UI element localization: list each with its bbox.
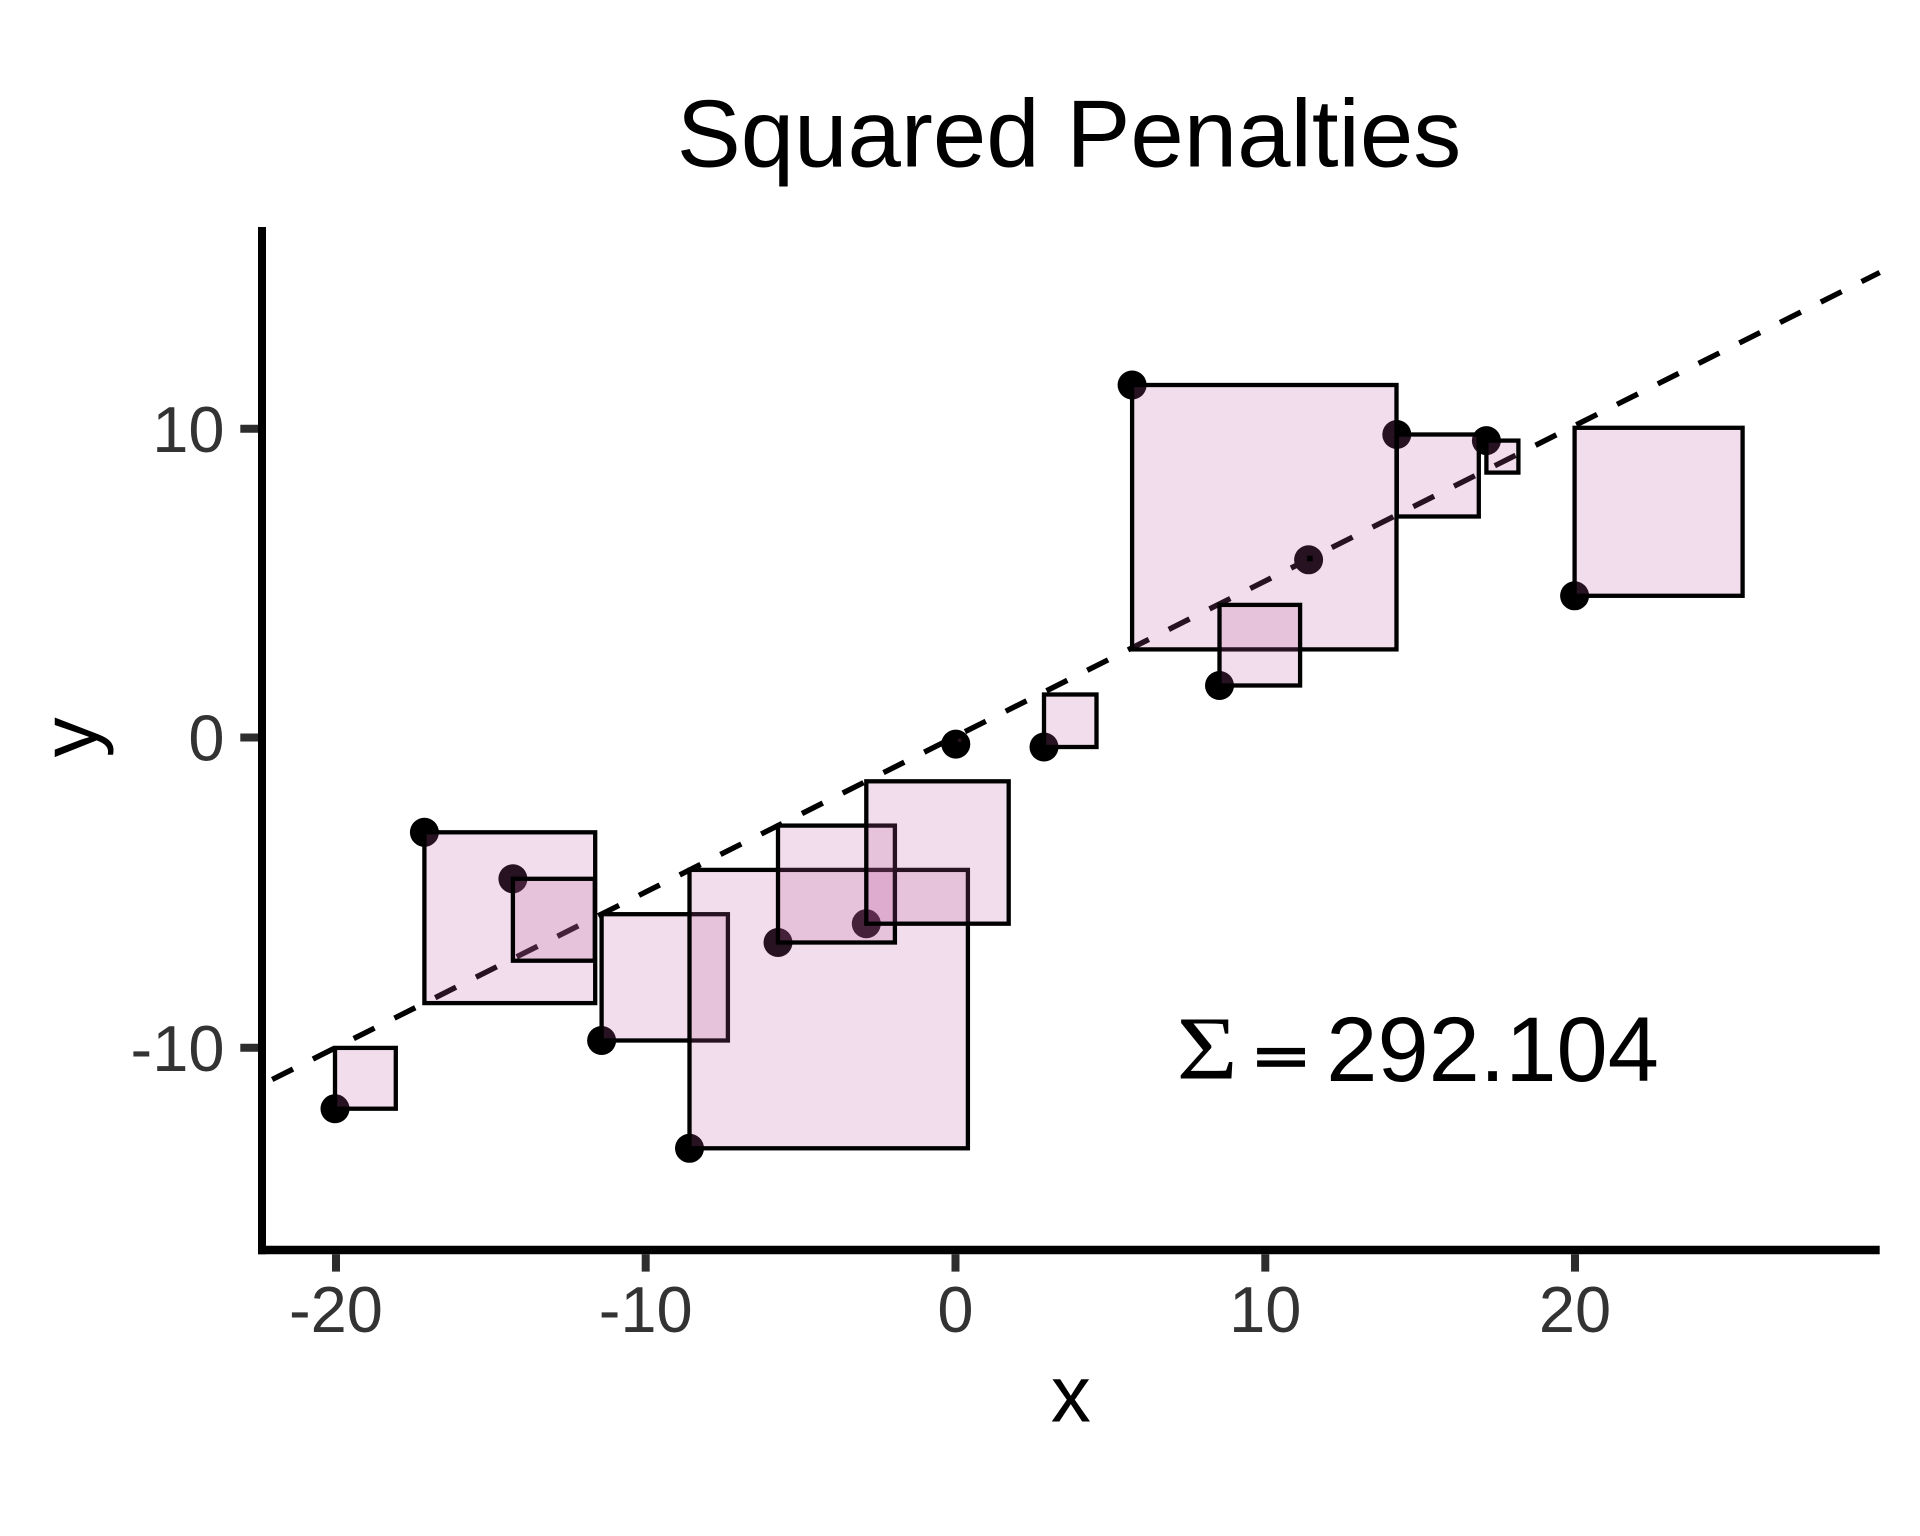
svg-text:y: y <box>25 717 114 757</box>
svg-text:20: 20 <box>1539 1273 1611 1346</box>
svg-text:10: 10 <box>1229 1273 1301 1346</box>
svg-text:0: 0 <box>937 1273 973 1346</box>
svg-text:Squared Penalties: Squared Penalties <box>677 80 1462 187</box>
svg-text:0: 0 <box>188 702 224 775</box>
svg-text:292.104: 292.104 <box>1326 999 1659 1101</box>
svg-text:-20: -20 <box>289 1273 383 1346</box>
svg-text:x: x <box>1051 1350 1091 1439</box>
svg-text:-10: -10 <box>599 1273 693 1346</box>
svg-text:-10: -10 <box>131 1012 225 1085</box>
svg-text:10: 10 <box>152 393 224 466</box>
svg-text:Σ: Σ <box>1177 999 1238 1098</box>
